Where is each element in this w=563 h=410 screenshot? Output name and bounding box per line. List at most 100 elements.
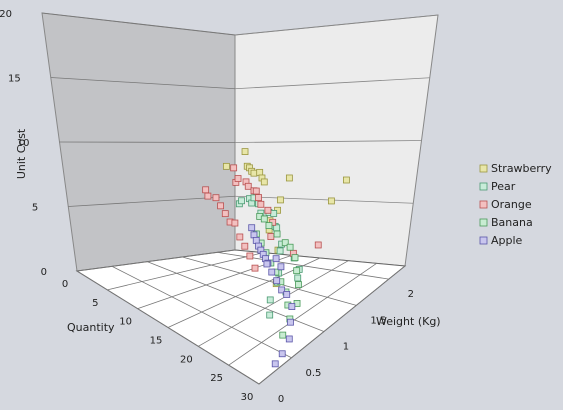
- point-orange: [236, 233, 244, 241]
- point-orange: [264, 206, 272, 214]
- y-axis-label: Unit Cost: [15, 128, 28, 179]
- point-orange: [234, 175, 242, 182]
- gridline-y-left: [41, 12, 236, 36]
- gridline-y-right: [234, 14, 439, 36]
- x-tick-label: 15: [150, 336, 163, 347]
- point-apple: [278, 286, 286, 294]
- z-tick-label: 2: [408, 289, 414, 300]
- point-orange: [314, 241, 322, 249]
- point-banana: [265, 222, 273, 230]
- gridline-z: [217, 251, 389, 280]
- point-banana: [286, 243, 294, 251]
- point-banana: [260, 215, 268, 223]
- point-apple: [288, 303, 296, 310]
- x-tick-label: 25: [210, 373, 223, 384]
- y-tick-label: 15: [8, 74, 21, 85]
- z-tick-label: 0.5: [305, 368, 321, 379]
- y-tick-label: 20: [0, 9, 12, 20]
- point-strawberry: [260, 178, 268, 186]
- gridline-x: [198, 260, 349, 347]
- point-banana: [291, 254, 299, 262]
- legend-label: Strawberry: [491, 162, 552, 175]
- point-apple: [263, 260, 271, 268]
- gridline-x: [258, 265, 406, 385]
- gridlines: [41, 12, 439, 385]
- point-pear: [238, 197, 245, 205]
- point-orange: [246, 252, 254, 260]
- point-orange: [202, 186, 210, 194]
- point-orange: [241, 242, 249, 250]
- legend-swatch: [479, 236, 488, 245]
- z-tick-label: 1.5: [370, 315, 386, 326]
- x-tick-label: 5: [92, 298, 98, 309]
- point-strawberry: [222, 162, 230, 170]
- legend-label: Apple: [491, 234, 523, 247]
- point-orange: [257, 200, 265, 208]
- gridline-z: [147, 261, 325, 332]
- point-strawberry: [250, 169, 258, 177]
- gridline-y-right: [234, 77, 430, 90]
- point-apple: [272, 255, 280, 263]
- x-tick-label: 10: [119, 317, 132, 328]
- point-apple: [271, 360, 279, 368]
- legend-swatch: [479, 218, 488, 227]
- point-banana: [279, 331, 287, 339]
- legend: Strawberry Pear Orange Banana Apple: [479, 162, 552, 247]
- point-banana: [293, 267, 301, 275]
- point-pear: [270, 210, 278, 217]
- z-axis-label: Weight (Kg): [376, 315, 441, 328]
- point-orange: [244, 182, 252, 190]
- y-tick-label: 10: [17, 138, 30, 149]
- point-apple: [273, 277, 281, 285]
- point-apple: [252, 237, 260, 244]
- z-tick-label: 1: [343, 342, 349, 353]
- axis-ticks: 0 5 10 15 20 0 5 10 15 20 25 30 0 0.5 1 1.5 2: [0, 9, 414, 405]
- point-apple: [277, 263, 285, 271]
- point-orange: [252, 187, 260, 195]
- point-pear: [266, 311, 274, 319]
- gridline-x: [228, 263, 377, 366]
- gridline-x: [107, 252, 264, 291]
- point-pear: [276, 247, 284, 255]
- gridline-y-left: [59, 141, 236, 143]
- gridline-x: [76, 249, 236, 272]
- gridline-y-right: [234, 195, 414, 204]
- point-strawberry: [241, 148, 249, 155]
- legend-swatch: [479, 164, 488, 173]
- gridline-z: [182, 256, 357, 306]
- point-apple: [283, 291, 291, 298]
- point-orange: [217, 202, 224, 210]
- legend-label: Banana: [491, 216, 533, 229]
- legend-swatch: [479, 182, 488, 191]
- point-orange: [230, 164, 238, 172]
- point-strawberry: [277, 196, 284, 204]
- y-tick-label: 0: [41, 267, 47, 278]
- point-apple: [278, 350, 286, 358]
- point-apple: [285, 335, 293, 343]
- point-apple: [250, 231, 258, 239]
- gridline-z: [111, 265, 292, 359]
- point-strawberry: [328, 197, 335, 205]
- data-points: [202, 148, 350, 368]
- legend-label: Orange: [491, 198, 532, 211]
- point-strawberry: [256, 168, 264, 176]
- gridline-y-right: [234, 140, 422, 143]
- point-strawberry: [343, 176, 350, 184]
- point-apple: [248, 224, 256, 232]
- point-strawberry: [285, 174, 293, 182]
- point-orange: [255, 194, 262, 201]
- legend-swatch: [479, 200, 488, 209]
- z-tick-label: 0: [278, 394, 284, 405]
- legend-label: Pear: [491, 180, 516, 193]
- point-pear: [294, 274, 302, 282]
- point-pear: [266, 296, 274, 304]
- point-banana: [295, 281, 302, 288]
- point-orange: [251, 264, 259, 272]
- x-axis-label: Quantity: [67, 321, 115, 334]
- x-tick-label: 0: [62, 279, 68, 290]
- point-orange: [231, 219, 239, 227]
- point-orange: [204, 192, 212, 200]
- x-tick-label: 20: [180, 354, 193, 365]
- point-banana: [273, 230, 281, 238]
- gridline-z: [76, 270, 260, 385]
